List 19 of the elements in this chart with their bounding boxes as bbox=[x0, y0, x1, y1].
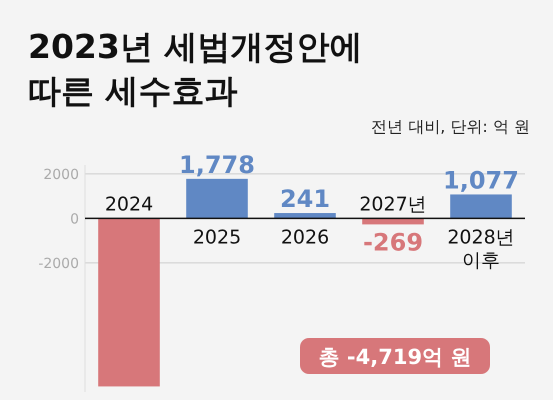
bar bbox=[98, 218, 160, 386]
chart-title: 2023년 세법개정안에 따른 세수효과 bbox=[28, 27, 362, 110]
data-label: -269 bbox=[362, 228, 424, 256]
chart-subtitle: 전년 대비, 단위: 억 원 bbox=[371, 117, 530, 136]
bar bbox=[450, 194, 512, 218]
data-label: 1,077 bbox=[443, 166, 519, 194]
bar bbox=[362, 218, 424, 224]
y-tick-label: 0 bbox=[70, 211, 79, 228]
x-tick-label: 2024 bbox=[104, 193, 154, 216]
y-tick-label: 2000 bbox=[43, 166, 79, 183]
x-tick-label: 2025 bbox=[192, 226, 242, 248]
annotation: 총 -4,719억 원 bbox=[318, 345, 472, 369]
x-tick-label: 2027년 bbox=[359, 193, 427, 216]
bar bbox=[186, 178, 248, 218]
x-tick-label: 2026 bbox=[280, 226, 330, 248]
data-label: 241 bbox=[280, 185, 330, 214]
y-tick-label: -2000 bbox=[38, 256, 79, 272]
data-label: 1,778 bbox=[179, 150, 255, 179]
x-tick-label: 2028년 이후 bbox=[447, 226, 515, 272]
